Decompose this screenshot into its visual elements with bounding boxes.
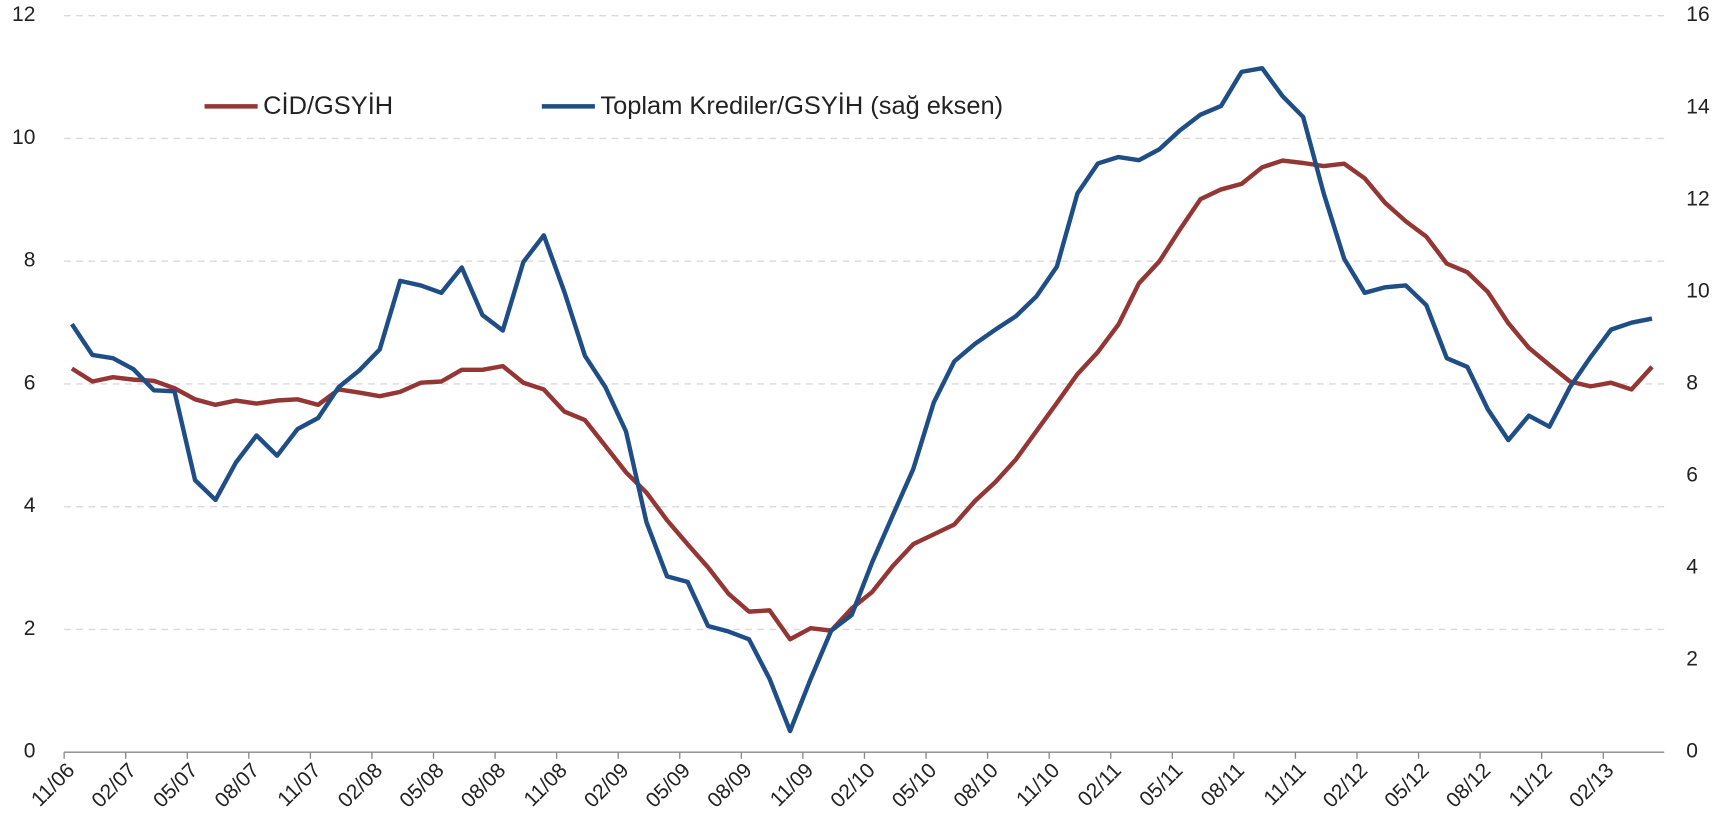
y2-tick-label: 12 [1686, 187, 1709, 210]
x-tick-label: 08/10 [949, 759, 1002, 812]
x-tick-label: 11/10 [1012, 759, 1064, 811]
series-line [70, 66, 1653, 734]
legend-text: CİD/GSYİH [263, 91, 393, 120]
x-tick-label: 02/09 [580, 759, 633, 812]
x-tick-label: 02/10 [826, 759, 879, 812]
x-tick-label: 02/12 [1319, 759, 1372, 812]
x-tick-label: 05/10 [888, 759, 941, 812]
x-tick-label: 02/08 [334, 759, 387, 812]
x-tick-label: 11/06 [27, 759, 79, 811]
x-tick-label: 11/09 [766, 759, 818, 811]
y-tick-label: 4 [24, 494, 36, 517]
x-tick-label: 08/09 [703, 759, 756, 812]
y2-tick-label: 2 [1686, 648, 1698, 671]
y-tick-label: 8 [24, 249, 36, 272]
y2-tick-label: 16 [1686, 3, 1709, 26]
x-tick-label: 02/13 [1565, 759, 1618, 812]
x-tick-label: 11/08 [520, 759, 572, 811]
x-tick-label: 08/12 [1442, 759, 1495, 812]
y-tick-label: 0 [24, 740, 36, 763]
x-tick-label: 11/07 [273, 759, 325, 811]
x-tick-label: 11/12 [1505, 759, 1557, 811]
x-tick-label: 05/11 [1135, 759, 1187, 811]
x-tick-label: 08/11 [1197, 759, 1249, 811]
x-tick-label: 05/08 [395, 759, 448, 812]
y2-tick-label: 6 [1686, 464, 1698, 487]
x-tick-label: 05/09 [642, 759, 695, 812]
x-tick-label: 05/07 [149, 759, 202, 812]
y2-tick-label: 8 [1686, 371, 1698, 394]
y-tick-label: 2 [24, 617, 36, 640]
x-tick-label: 05/12 [1380, 759, 1433, 812]
y2-tick-label: 14 [1686, 95, 1710, 118]
y-tick-label: 12 [12, 3, 35, 26]
y2-tick-label: 10 [1686, 279, 1709, 302]
x-tick-label: 02/11 [1074, 759, 1126, 811]
x-tick-label: 08/07 [211, 759, 264, 812]
x-tick-label: 02/07 [87, 759, 140, 812]
series-line [70, 158, 1654, 642]
y2-tick-label: 4 [1686, 556, 1698, 579]
y2-tick-label: 0 [1686, 740, 1698, 763]
legend-text: Toplam Krediler/GSYİH (sağ eksen) [600, 91, 1003, 120]
x-tick-label: 11/11 [1259, 759, 1310, 810]
y-tick-label: 10 [12, 126, 35, 149]
x-tick-label: 08/08 [457, 759, 510, 812]
y-tick-label: 6 [24, 371, 36, 394]
